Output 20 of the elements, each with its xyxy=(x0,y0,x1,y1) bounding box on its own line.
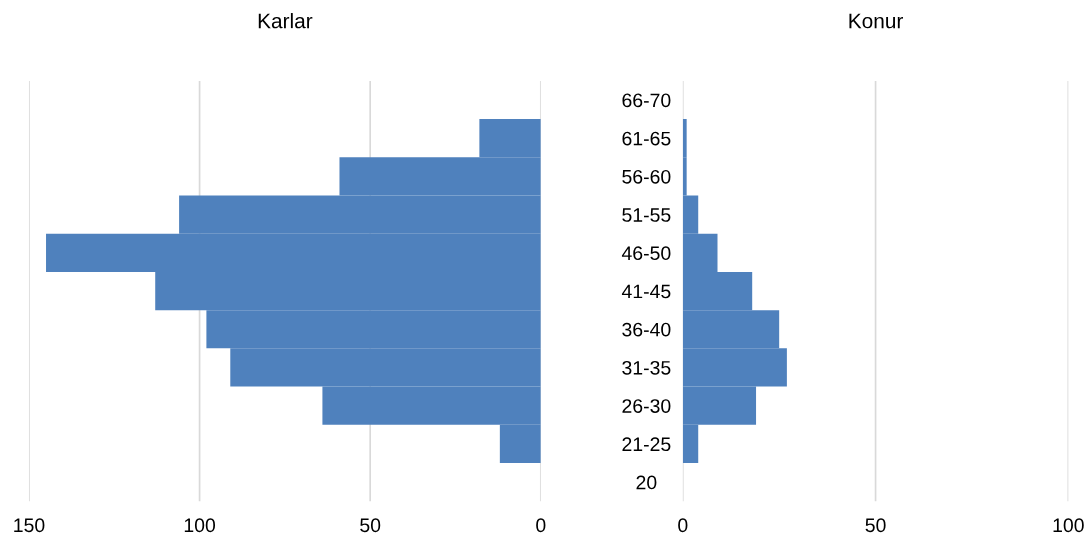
y-tick-label: 41-45 xyxy=(621,284,671,299)
chart-title: Konur xyxy=(849,13,904,29)
y-tick-label: 36-40 xyxy=(622,322,671,337)
x-tick-label: 100 xyxy=(184,518,216,533)
y-tick-label: 46-50 xyxy=(621,246,671,261)
y-tick-label: 51-55 xyxy=(622,208,671,222)
y-tick-label: 66-70 xyxy=(622,93,671,108)
x-tick-label: 150 xyxy=(14,518,45,533)
x-tick-label: 0 xyxy=(536,518,546,533)
x-tick-label: 0 xyxy=(678,518,688,533)
y-tick-label: 21-25 xyxy=(622,437,671,452)
x-tick-label: 50 xyxy=(865,518,886,533)
y-tick-label: 31-35 xyxy=(622,360,671,375)
y-tick-label: 20 xyxy=(636,475,657,490)
chart-title: Karlar xyxy=(258,13,313,29)
y-tick-label: 26-30 xyxy=(622,399,671,413)
x-tick-label: 50 xyxy=(360,518,381,533)
y-tick-label: 61-65 xyxy=(622,131,671,146)
y-tick-label: 56-60 xyxy=(622,169,671,184)
x-tick-label: 100 xyxy=(1053,518,1084,533)
